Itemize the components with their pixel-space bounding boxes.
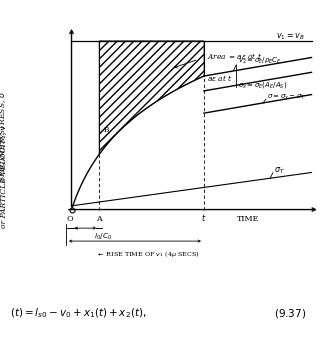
Text: O: O	[67, 215, 74, 223]
Text: $v_1 = v_B$: $v_1 = v_B$	[276, 31, 304, 41]
Text: $\leftarrow$ RISE TIME OF $v_1$ (4$\mu$ SECS): $\leftarrow$ RISE TIME OF $v_1$ (4$\mu$ …	[96, 249, 200, 258]
Text: $\sigma = \sigma_x - \sigma_T$: $\sigma = \sigma_x - \sigma_T$	[267, 93, 306, 102]
Text: B: B	[103, 126, 109, 134]
Text: $a\dot{\varepsilon}$ at $t$: $a\dot{\varepsilon}$ at $t$	[207, 73, 233, 84]
Text: $v_2 = \sigma_E/\rho_E C_E$: $v_2 = \sigma_E/\rho_E C_E$	[238, 56, 282, 66]
Text: Area $= a\varepsilon$ at $t$: Area $= a\varepsilon$ at $t$	[207, 51, 262, 61]
Text: $\sigma_T$: $\sigma_T$	[274, 166, 285, 176]
Text: $t$: $t$	[201, 212, 207, 223]
Text: or PARTICLE VELOCITY, v: or PARTICLE VELOCITY, v	[0, 125, 7, 228]
Text: $(9.37)$: $(9.37)$	[274, 307, 306, 320]
Text: $(t) = l_{s0} - v_0 + x_1(t) + x_2(t),$: $(t) = l_{s0} - v_0 + x_1(t) + x_2(t),$	[10, 306, 146, 320]
Text: $\sigma_x = \sigma_E(A_E/A_S)$: $\sigma_x = \sigma_E(A_E/A_S)$	[238, 80, 287, 90]
Text: A: A	[96, 215, 102, 223]
Text: $l_0/C_0$: $l_0/C_0$	[94, 232, 112, 242]
Text: TIME: TIME	[237, 215, 259, 223]
Text: SPECIMEN STRESS, $\sigma$: SPECIMEN STRESS, $\sigma$	[0, 90, 8, 182]
